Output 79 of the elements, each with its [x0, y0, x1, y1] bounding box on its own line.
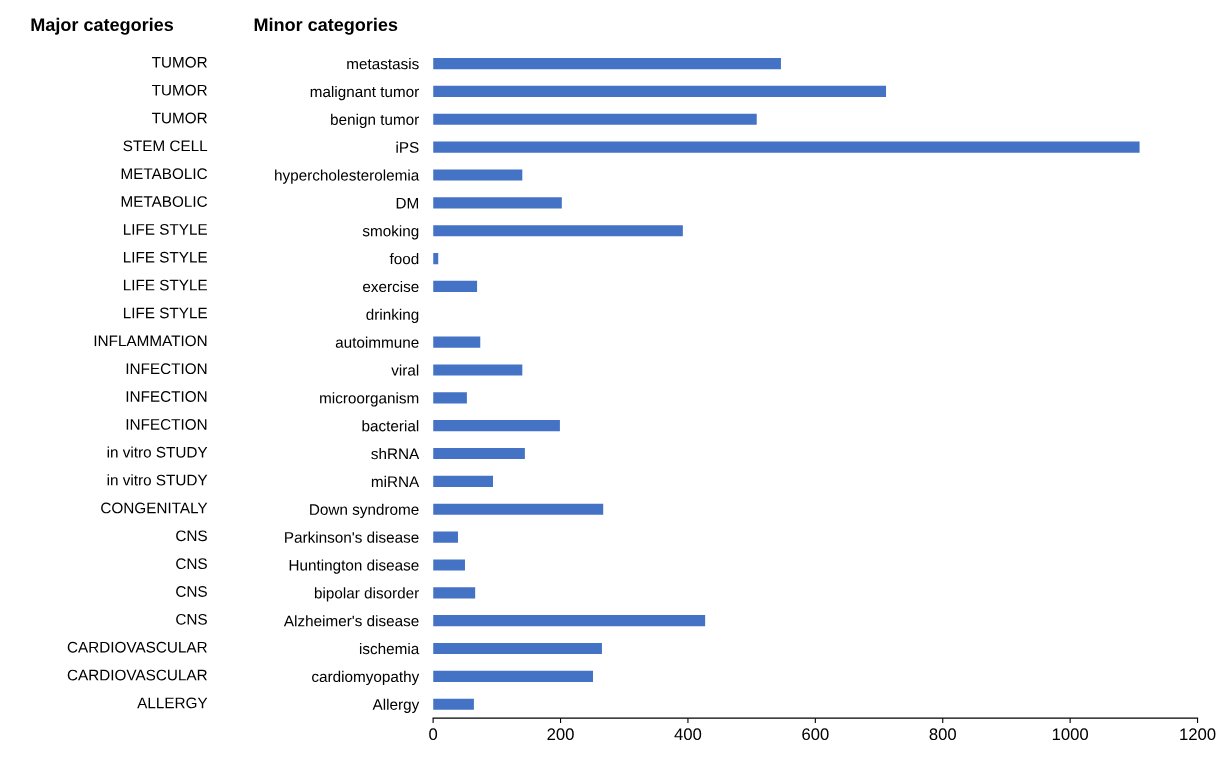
bar: [433, 503, 604, 515]
bar: [433, 58, 781, 70]
bar: [433, 169, 523, 181]
y2-tick-label: CNS: [176, 558, 207, 570]
y2-tick-label: ALLERGY: [137, 697, 208, 709]
y2-tick-label: TUMOR: [151, 56, 207, 68]
x-tick-label: 600: [802, 728, 829, 741]
y-tick-label: miRNA: [371, 475, 420, 487]
y2-tick-label: CARDIOVASCULAR: [67, 641, 207, 653]
bar: [433, 698, 474, 710]
y-tick-label: autoimmune: [335, 336, 419, 348]
y2-tick-label: in vitro STUDY: [107, 446, 208, 458]
bar: [433, 447, 525, 460]
y2-tick-label: INFECTION: [126, 391, 207, 402]
y-tick-label: ischemia: [359, 642, 420, 655]
y-tick-label: DM: [396, 197, 418, 209]
y2-tick-label: INFLAMMATION: [94, 335, 207, 347]
y2-tick-label: METABOLIC: [121, 196, 208, 207]
y-tick-label: bacterial: [362, 420, 419, 432]
x-tick-label: 1000: [1052, 728, 1089, 741]
y-tick-label: Down syndrome: [310, 503, 419, 518]
x-tick-label: 800: [929, 728, 956, 741]
y-tick-label: malignant tumor: [310, 85, 419, 101]
bar: [433, 141, 1140, 153]
y2-tick-label: CARDIOVASCULAR: [67, 669, 207, 681]
y2-tick-label: CNS: [176, 530, 207, 542]
y2-tick-label: LIFE STYLE: [123, 279, 207, 291]
y-tick-label: bipolar disorder: [314, 587, 419, 602]
text: Minor categories: [254, 17, 398, 35]
y2-tick-label: LIFE STYLE: [123, 223, 207, 235]
bar: [433, 197, 562, 209]
y2-tick-label: METABOLIC: [121, 168, 208, 180]
y-tick-label: Parkinson's disease: [285, 531, 419, 543]
y-tick-label: Alzheimer's disease: [283, 615, 419, 627]
y-tick-label: microorganism: [320, 392, 419, 407]
y-tick-label: viral: [391, 364, 419, 376]
bar: [433, 392, 467, 404]
bar: [433, 336, 481, 348]
y2-tick-label: CONGENITALY: [101, 502, 208, 514]
bar: [433, 364, 523, 376]
y2-tick-label: LIFE STYLE: [123, 307, 207, 319]
y2-tick-label: CNS: [176, 613, 207, 625]
bar: [433, 113, 757, 125]
y-tick-label: hypercholesterolemia: [275, 169, 420, 184]
y2-tick-label: TUMOR: [151, 112, 207, 124]
x-tick-label: 400: [674, 728, 702, 741]
y-tick-label: benign tumor: [331, 113, 419, 128]
y2-tick-label: in vitro STUDY: [107, 474, 208, 486]
bar: [433, 225, 683, 237]
y-tick-label: exercise: [363, 280, 419, 293]
bar: [433, 475, 494, 487]
y2-tick-label: INFECTION: [126, 363, 207, 375]
x-tick-label: 1200: [1180, 728, 1216, 741]
y2-tick-label: LIFE STYLE: [123, 251, 207, 263]
y-tick-label: metastasis: [347, 58, 419, 70]
bar: [433, 531, 458, 543]
y-tick-label: shRNA: [371, 448, 420, 460]
y-tick-label: iPS: [396, 141, 419, 153]
bar: [433, 559, 465, 571]
x-tick-label: 0: [429, 728, 438, 741]
bar: [433, 420, 560, 432]
bar: [433, 85, 887, 98]
y2-tick-label: INFECTION: [126, 418, 207, 430]
x-tick-label: 200: [547, 728, 574, 741]
bar: [433, 670, 594, 682]
bar: [433, 280, 478, 292]
bar: [433, 642, 602, 655]
y2-tick-label: TUMOR: [151, 84, 207, 96]
y-tick-label: Huntington disease: [289, 559, 419, 574]
y-tick-label: Allergy: [372, 698, 420, 713]
y2-tick-label: CNS: [176, 586, 207, 597]
y2-tick-label: STEM CELL: [123, 140, 208, 152]
bar: [433, 615, 706, 627]
text: Major categories: [31, 17, 174, 35]
y-tick-label: smoking: [362, 225, 419, 240]
y-tick-label: cardiomyopathy: [312, 670, 420, 686]
y-tick-label: food: [389, 253, 419, 265]
y-tick-label: drinking: [366, 308, 419, 323]
bar: [433, 587, 476, 599]
